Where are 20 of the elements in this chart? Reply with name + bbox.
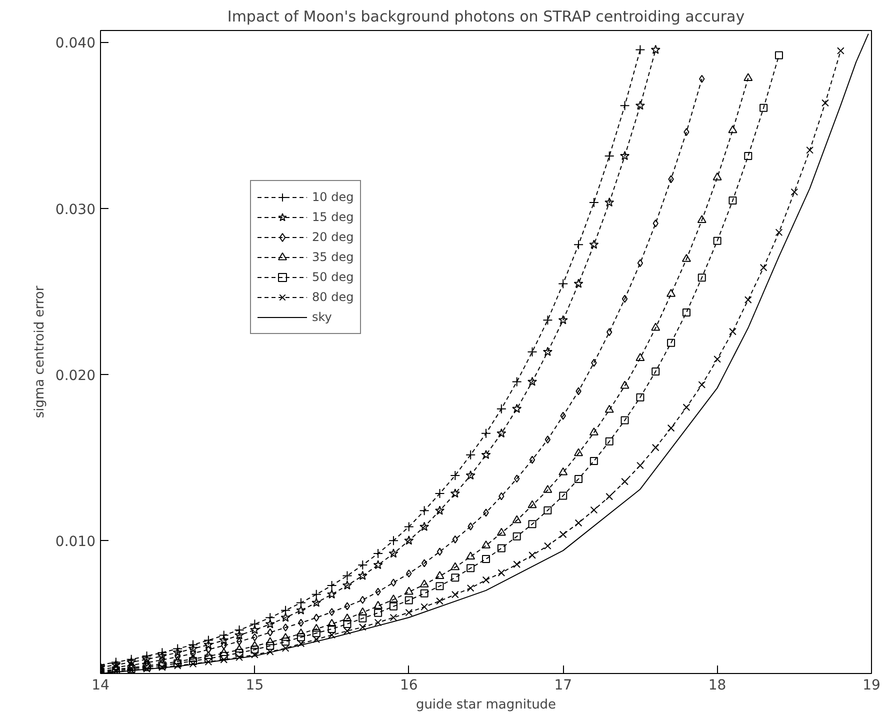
legend-label: sky (312, 310, 332, 324)
y-tick-label: 0.040 (55, 36, 96, 52)
y-tick-label: 0.010 (55, 534, 96, 550)
x-tick-label: 18 (708, 678, 726, 694)
y-axis-title: sigma centroid error (32, 285, 48, 418)
legend-label: 80 deg (312, 290, 354, 304)
x-axis-title: guide star magnitude (416, 698, 556, 712)
chart-title: Impact of Moon's background photons on STRAP centroiding accuray (227, 8, 745, 26)
legend-label: 35 deg (312, 250, 354, 264)
y-tick-label: 0.020 (55, 368, 96, 384)
x-tick-label: 16 (400, 678, 418, 694)
x-tick-label: 15 (246, 678, 264, 694)
x-tick-label: 19 (862, 678, 880, 694)
x-tick-label: 14 (92, 678, 110, 694)
legend-label: 50 deg (312, 270, 354, 284)
legend-label: 15 deg (312, 210, 354, 224)
x-tick-label: 17 (554, 678, 572, 694)
y-tick-label: 0.030 (55, 202, 96, 218)
legend-label: 10 deg (312, 190, 354, 204)
legend-label: 20 deg (312, 230, 354, 244)
